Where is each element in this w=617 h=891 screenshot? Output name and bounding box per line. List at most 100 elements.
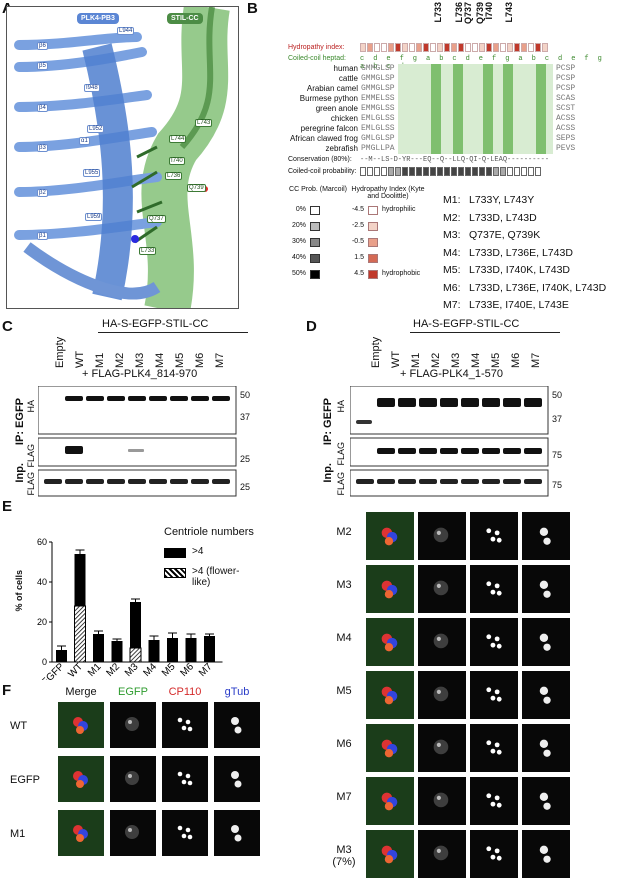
ha-band — [461, 398, 479, 407]
hydropathy-cell — [367, 43, 373, 52]
sequence-prefix: EMMGLSS — [361, 104, 395, 113]
legend-cc-value: 30% — [291, 238, 306, 245]
bar-total — [148, 640, 160, 662]
microscopy-cell — [162, 810, 208, 856]
inp-label: Inp. — [322, 463, 334, 483]
microscopy-cell — [366, 512, 414, 560]
cc-cell — [395, 167, 401, 176]
blot-header: HA-S-EGFP-STIL-CC — [102, 318, 209, 330]
lane-label: Empty — [54, 336, 66, 368]
blot-panel-c: HA-S-EGFP-STIL-CC Empty WT M1 M2 M3 M4 M5 M6 M7 … — [14, 318, 304, 498]
structure-panel: PLK4-PB3 STIL-CC β6 β5 β4 β3 β2 β1 α1 L9… — [6, 6, 239, 309]
microscopy-right: M2 M3 M4 M5 M6 M7 M3 (7%) — [324, 512, 614, 888]
row-label: EGFP — [10, 774, 40, 786]
hydropathy-cell — [479, 43, 485, 52]
ha-band — [398, 398, 416, 407]
panel-label-b: B — [247, 0, 258, 17]
species-list: human cattle Arabian camel Burmese python gr… — [248, 64, 358, 154]
row-label: M5 — [336, 685, 352, 697]
microscopy-cell — [522, 512, 570, 560]
legend-hyd-value: 4.5 — [354, 270, 364, 277]
microscopy-cell — [522, 565, 570, 613]
ha-band — [128, 396, 146, 401]
strand-label: β4 — [37, 104, 48, 112]
panel-label-d: D — [306, 318, 317, 335]
category-label: M1 — [86, 661, 104, 679]
ha-band — [503, 398, 521, 407]
legend-hydrophilic: hydrophilic — [382, 206, 416, 213]
input-band — [356, 479, 374, 484]
microscopy-cell — [214, 702, 260, 748]
microscopy-cell — [418, 724, 466, 772]
header-line — [98, 332, 248, 333]
row-label: M2 — [336, 526, 352, 538]
hydropathy-cell — [381, 43, 387, 52]
input-band — [440, 479, 458, 484]
strand-label: β1 — [37, 232, 48, 240]
row-label: M7 — [336, 791, 352, 803]
alignment-panel: L733 L736 Q737 Q739 I740 L743 Hydropathy… — [248, 0, 617, 311]
bar-chart-panel: 0 20 40 60 EGFP WT M1 M2 M3 M4 M5 M6 M7 % of cells C… — [14, 510, 254, 688]
input-band — [212, 479, 230, 484]
hydropathy-cell — [430, 43, 436, 52]
species-name: cattle — [338, 74, 358, 83]
input-band — [461, 479, 479, 484]
ha-band — [377, 398, 395, 407]
sequence-suffix: ACSS — [556, 114, 576, 123]
sequence-prefix: EMLGLSS — [361, 124, 395, 133]
mutant-name: M4: — [443, 246, 461, 259]
sequence-suffix: SCAS — [556, 94, 576, 103]
flag-band — [398, 448, 416, 454]
microscopy-cell — [214, 810, 260, 856]
legend-hyd-swatch — [368, 254, 378, 263]
microscopy-cell — [366, 618, 414, 666]
hydropathy-cell — [528, 43, 534, 52]
legend-cc-swatch — [310, 270, 320, 279]
cc-cell — [500, 167, 506, 176]
lane-label: M2 — [430, 352, 442, 368]
strand-label: α1 — [79, 137, 90, 145]
sequence-suffix: PEVS — [556, 144, 576, 153]
hydropathy-cell — [472, 43, 478, 52]
lane-label: M6 — [194, 352, 206, 368]
residue-label: L743 — [195, 119, 213, 127]
input-band — [65, 479, 83, 484]
tag-plk4-pb3: PLK4-PB3 — [77, 13, 119, 24]
lane-label: M1 — [94, 352, 106, 368]
hydropathy-cell — [514, 43, 520, 52]
legend-hyd-title: Hydropathy Index (Kyte and Doolittle) — [351, 186, 425, 200]
legend-cc-swatch — [310, 238, 320, 247]
sequence-prefix: EMLGLSS — [361, 114, 395, 123]
hydropathy-cell — [500, 43, 506, 52]
row-label: M1 — [10, 828, 26, 840]
microscopy-cell — [418, 512, 466, 560]
legend-hyd-swatch — [368, 222, 378, 231]
ha-band — [170, 396, 188, 401]
ha-band — [191, 396, 209, 401]
residue-label: Q737 — [147, 215, 166, 223]
flag-band — [440, 448, 458, 454]
cc-cell — [535, 167, 541, 176]
hydropathy-cell — [451, 43, 457, 52]
structure-image — [14, 7, 230, 308]
microscopy-cell — [470, 777, 518, 825]
sequence-prefix: GMLGLSP — [361, 134, 395, 143]
cc-cell — [381, 167, 387, 176]
microscopy-cell — [470, 565, 518, 613]
cc-cell — [465, 167, 471, 176]
microscopy-cell — [366, 777, 414, 825]
hydropathy-cell — [493, 43, 499, 52]
top-residue: Q737 — [463, 2, 473, 25]
legend-cc-value: 50% — [291, 270, 306, 277]
mutant-name: M1: — [443, 194, 461, 206]
strand-label: β3 — [37, 144, 48, 152]
ip-label: IP: EGFP — [14, 398, 26, 446]
y-tick-label: 20 — [37, 617, 47, 627]
category-label: WT — [66, 661, 85, 680]
plus-construct: + FLAG-PLK4_1-570 — [400, 368, 504, 380]
cc-cell — [493, 167, 499, 176]
microscopy-cell — [522, 618, 570, 666]
category-label: M5 — [160, 661, 178, 679]
flag-band — [524, 448, 542, 454]
microscopy-cell — [366, 565, 414, 613]
